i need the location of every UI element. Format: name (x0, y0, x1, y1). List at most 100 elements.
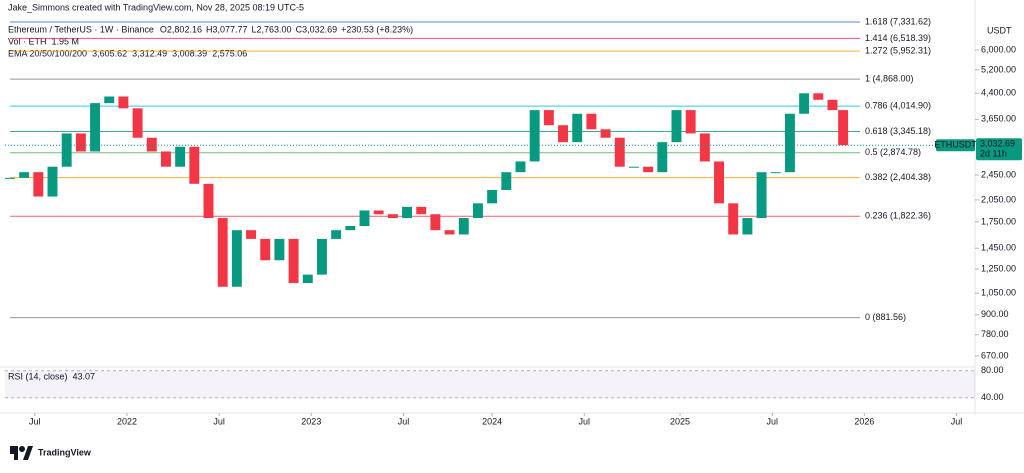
y-tick-label: 1,750.00 (981, 216, 1016, 226)
candle (714, 161, 724, 204)
candle (61, 133, 72, 167)
ema-value: 3,605.62 (92, 48, 127, 58)
ema-value: 2,575.06 (212, 48, 247, 58)
y-tick-label: 4,400.00 (981, 88, 1016, 98)
credit: Jake_Simmons created with TradingView.co… (8, 2, 304, 12)
candle (331, 230, 342, 239)
fib-label: 1.272 (5,952.31) (865, 45, 931, 55)
y-tick-label: 2,050.00 (981, 194, 1016, 204)
symbol: Ethereum / TetherUS · 1W · Binance (8, 24, 154, 34)
x-tick-label: 2026 (854, 416, 874, 426)
x-tick-label: Jul (766, 416, 778, 426)
price-tag (976, 138, 1022, 161)
x-tick-label: Jul (951, 416, 963, 426)
ohlc-value: 2,802.16 (167, 24, 202, 34)
fib-label: 1.414 (6,518.39) (865, 33, 931, 43)
y-tick-label: 1,050.00 (981, 288, 1016, 298)
candle (132, 108, 143, 138)
candle (813, 93, 824, 100)
candle (160, 151, 171, 167)
fib-label: 0.236 (1,822.36) (865, 211, 931, 221)
candle (742, 218, 753, 235)
rsi-band (5, 370, 975, 398)
candle (203, 183, 214, 219)
x-tick-label: 2022 (117, 416, 137, 426)
candle (458, 218, 469, 235)
fib-label: 0.786 (4,014.90) (865, 100, 931, 110)
y-tick-label: 780.00 (981, 329, 1009, 339)
ema-value: 3,008.39 (172, 48, 207, 58)
candle (515, 161, 526, 173)
x-tick-label: Jul (579, 416, 591, 426)
ohlc-key: C (296, 24, 303, 34)
candle (274, 238, 285, 261)
candle (501, 172, 512, 191)
candle (430, 214, 441, 231)
brand: TradingView (38, 447, 92, 457)
candle (302, 274, 313, 284)
x-tick-label: Jul (398, 416, 410, 426)
candle (643, 166, 654, 173)
candle (345, 226, 356, 231)
candle (146, 137, 157, 152)
candle (728, 203, 739, 235)
candle (387, 214, 398, 219)
rsi-label: RSI (14, close) (8, 371, 68, 381)
ohlc-key: H (206, 24, 213, 34)
legend: Ethereum / TetherUS · 1W · Binance O 2,802… (8, 24, 413, 58)
candle (231, 230, 242, 287)
candle (288, 238, 299, 284)
ohlc-key: L (252, 24, 257, 34)
candle (118, 96, 129, 109)
ohlc-value: 2,763.00 (257, 24, 292, 34)
axis-unit: USDT (987, 25, 1012, 35)
y-tick-label: 3,650.00 (981, 114, 1016, 124)
candle (5, 177, 15, 179)
candle (90, 103, 101, 152)
volume-value: 1.95 M (52, 36, 80, 46)
candle (472, 203, 483, 219)
candle (614, 137, 625, 167)
ohlc-key: O (160, 24, 167, 34)
ema-value: 3,312.49 (132, 48, 167, 58)
footer: TradingView (10, 446, 92, 460)
candle (699, 133, 710, 162)
candle (529, 110, 540, 162)
ohlc-value: 3,077.77 (212, 24, 247, 34)
candle (416, 206, 427, 215)
fib-label: 1 (4,868.00) (865, 74, 914, 84)
candle (189, 146, 200, 184)
y-tick-label: 670.00 (981, 350, 1009, 360)
rsi-tick-label: 80.00 (981, 365, 1004, 375)
candle (75, 133, 86, 152)
candle (600, 129, 611, 138)
symbol-tag (936, 139, 975, 152)
y-tick-label: 5,200.00 (981, 64, 1016, 74)
candle (373, 210, 384, 215)
y-tick-label: 900.00 (981, 309, 1009, 319)
symbol-tag-text: ETHUSDT (934, 140, 977, 150)
rsi-value: 43.07 (73, 371, 96, 381)
candle (316, 238, 327, 275)
candle (487, 190, 498, 204)
fib-label: 0.382 (2,404.38) (865, 172, 931, 182)
y-tick-label: 2,450.00 (981, 169, 1016, 179)
candle (784, 113, 795, 173)
x-tick-label: 2023 (301, 416, 321, 426)
candle (685, 110, 696, 134)
candle (359, 210, 370, 227)
volume-label: Vol · ETH (8, 36, 47, 46)
candle (558, 125, 568, 143)
fib-label: 0.5 (2,874.78) (865, 147, 921, 157)
candle (19, 172, 30, 178)
candle (246, 230, 257, 239)
candle (838, 110, 849, 146)
candle (260, 238, 271, 261)
price-tag-price: 3,032.69 (980, 139, 1015, 149)
x-tick-label: 2024 (482, 416, 502, 426)
candle (33, 172, 44, 197)
rsi-tick-label: 40.00 (981, 392, 1004, 402)
ohlc-value: 3,032.69 (302, 24, 337, 34)
